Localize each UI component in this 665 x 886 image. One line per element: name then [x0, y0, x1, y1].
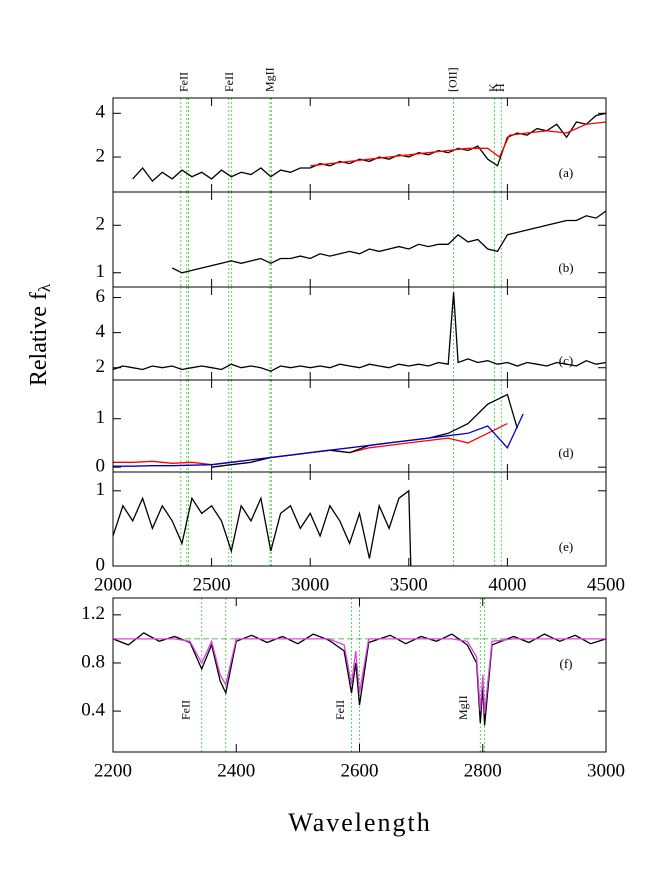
y-tick-label: 1.2 — [81, 603, 105, 624]
spectrum-line — [113, 423, 508, 466]
spectrum-line — [113, 638, 606, 714]
marker-label: FeII — [179, 700, 193, 720]
y-tick-label: 1 — [96, 479, 106, 500]
panel-label: (f) — [560, 656, 573, 671]
y-tick-label: 4 — [96, 321, 106, 342]
spectrum-line — [113, 489, 412, 566]
marker-label: MgII — [263, 67, 277, 92]
x-axis-title: Wavelength — [288, 808, 432, 837]
y-tick-label: 2 — [96, 145, 106, 166]
x-tick-label: 2000 — [94, 574, 132, 595]
marker-label: MgII — [456, 695, 470, 720]
y-label-sub: λ — [35, 283, 54, 292]
marker-label: H — [493, 83, 507, 92]
panel-label: (b) — [558, 260, 573, 275]
panel-frame — [112, 97, 607, 193]
marker-label: [OII] — [445, 67, 459, 92]
panel-label: (a) — [559, 165, 573, 180]
x-tick-label: 4000 — [488, 574, 526, 595]
panel-frame — [112, 471, 607, 567]
panel-label: (d) — [558, 445, 573, 460]
y-tick-label: 2 — [96, 356, 106, 377]
spectrum-line — [113, 292, 606, 372]
spectrum-line — [113, 413, 524, 467]
y-label-main: Relative f — [26, 292, 52, 386]
marker-label: FeII — [222, 72, 236, 92]
x-tick-label: 2200 — [94, 760, 132, 781]
y-tick-label: 0.4 — [81, 699, 105, 720]
x-tick-label: 2600 — [341, 760, 379, 781]
marker-label: K — [486, 83, 500, 92]
spectrum-line — [171, 210, 606, 274]
spectrum-line — [211, 393, 518, 468]
marker-label: FeII — [177, 72, 191, 92]
y-tick-label: 0.8 — [81, 651, 105, 672]
y-tick-label: 1 — [96, 407, 106, 428]
x-tick-label: 4500 — [587, 574, 625, 595]
y-tick-label: 4 — [96, 102, 106, 123]
x-tick-label: 3000 — [587, 760, 625, 781]
x-tick-label: 2800 — [464, 760, 502, 781]
spectrum-line — [132, 112, 606, 183]
x-tick-label: 3500 — [390, 574, 428, 595]
y-axis-title: Relative fλ — [26, 283, 54, 386]
y-tick-label: 0 — [96, 554, 106, 575]
panel-label: (c) — [559, 353, 573, 368]
y-tick-label: 0 — [96, 456, 106, 477]
y-tick-label: 2 — [96, 214, 106, 235]
y-tick-label: 6 — [96, 286, 106, 307]
x-tick-label: 3000 — [291, 574, 329, 595]
marker-label: FeII — [333, 700, 347, 720]
spectrum-line — [310, 121, 606, 167]
y-tick-label: 1 — [96, 261, 106, 282]
x-tick-label: 2400 — [217, 760, 255, 781]
panel-label: (e) — [559, 539, 573, 554]
x-tick-label: 2500 — [193, 574, 231, 595]
